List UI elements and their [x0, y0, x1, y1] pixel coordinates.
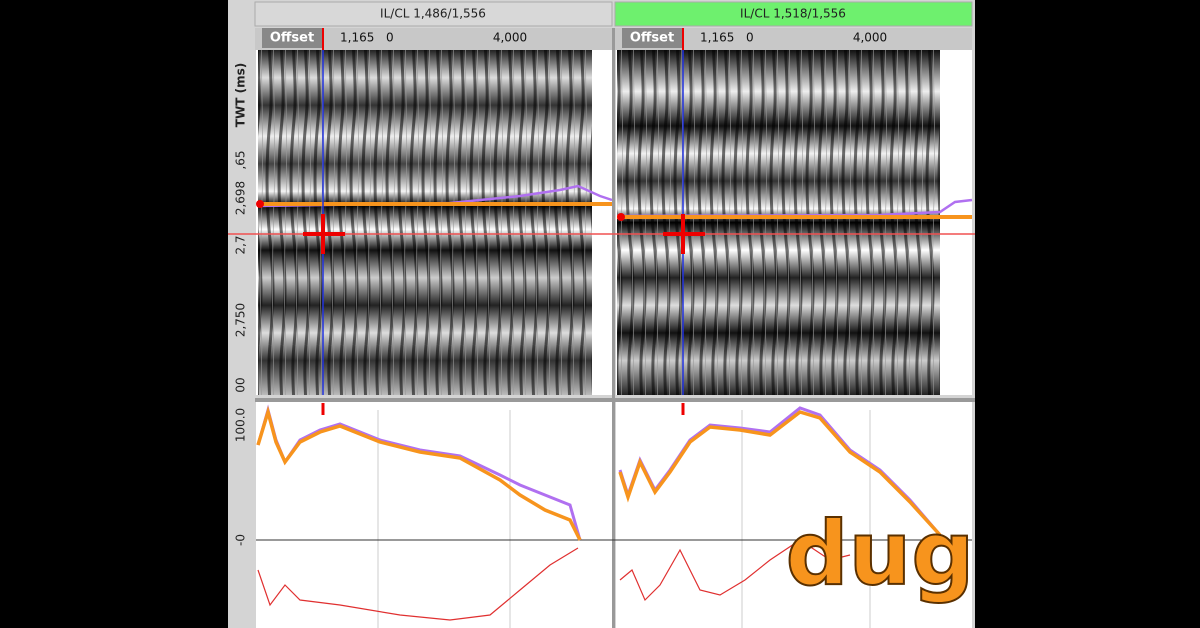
- offset-bar: [255, 28, 612, 50]
- panel-header-active[interactable]: [614, 1, 973, 27]
- horizon-pick: [256, 200, 264, 208]
- seismic-wiggles: [258, 50, 592, 395]
- panel-divider: [612, 28, 615, 628]
- seismic-wiggles: [617, 50, 940, 395]
- offset-tick: 0: [746, 31, 754, 45]
- cursor-value: 1,165: [340, 31, 374, 45]
- ratio-curve: [619, 539, 851, 602]
- ratio-curve: [257, 547, 579, 621]
- crosshair: [663, 214, 705, 254]
- splitter[interactable]: [255, 398, 975, 402]
- axis-tick: -0: [234, 534, 248, 546]
- offset-tick: 0: [386, 31, 394, 45]
- offset-bar: [615, 28, 972, 50]
- amplitude-plot: [256, 402, 612, 628]
- grid-lines: [377, 410, 871, 628]
- amplitude-plot: [616, 402, 972, 628]
- panel-header[interactable]: [254, 1, 613, 27]
- offset-badge: [262, 28, 322, 48]
- axis-tick: 00: [234, 377, 248, 392]
- crosshair: [303, 214, 345, 254]
- offset-tick: 4,000: [853, 31, 887, 45]
- panel-title: IL/CL 1,518/1,556: [740, 7, 846, 21]
- axis-tick: 2,750: [234, 303, 248, 337]
- horizon-pick: [617, 213, 625, 221]
- axis-tick: 2,698: [234, 181, 248, 215]
- axis-tick: ,65: [234, 150, 248, 169]
- offset-label: Offset: [270, 31, 314, 46]
- cursor-value: 1,165: [700, 31, 734, 45]
- amp-curve-orange: [256, 405, 582, 541]
- axis-tick: 2,7: [234, 235, 248, 254]
- amp-curve-orange: [618, 410, 942, 537]
- axis-label: TWT (ms): [234, 63, 248, 127]
- offset-label: Offset: [630, 31, 674, 46]
- axis-tick: 100.0: [234, 408, 248, 442]
- offset-badge: [622, 28, 682, 48]
- offset-tick: 4,000: [493, 31, 527, 45]
- logo: dug: [786, 502, 975, 605]
- panel-title: IL/CL 1,486/1,556: [380, 7, 486, 21]
